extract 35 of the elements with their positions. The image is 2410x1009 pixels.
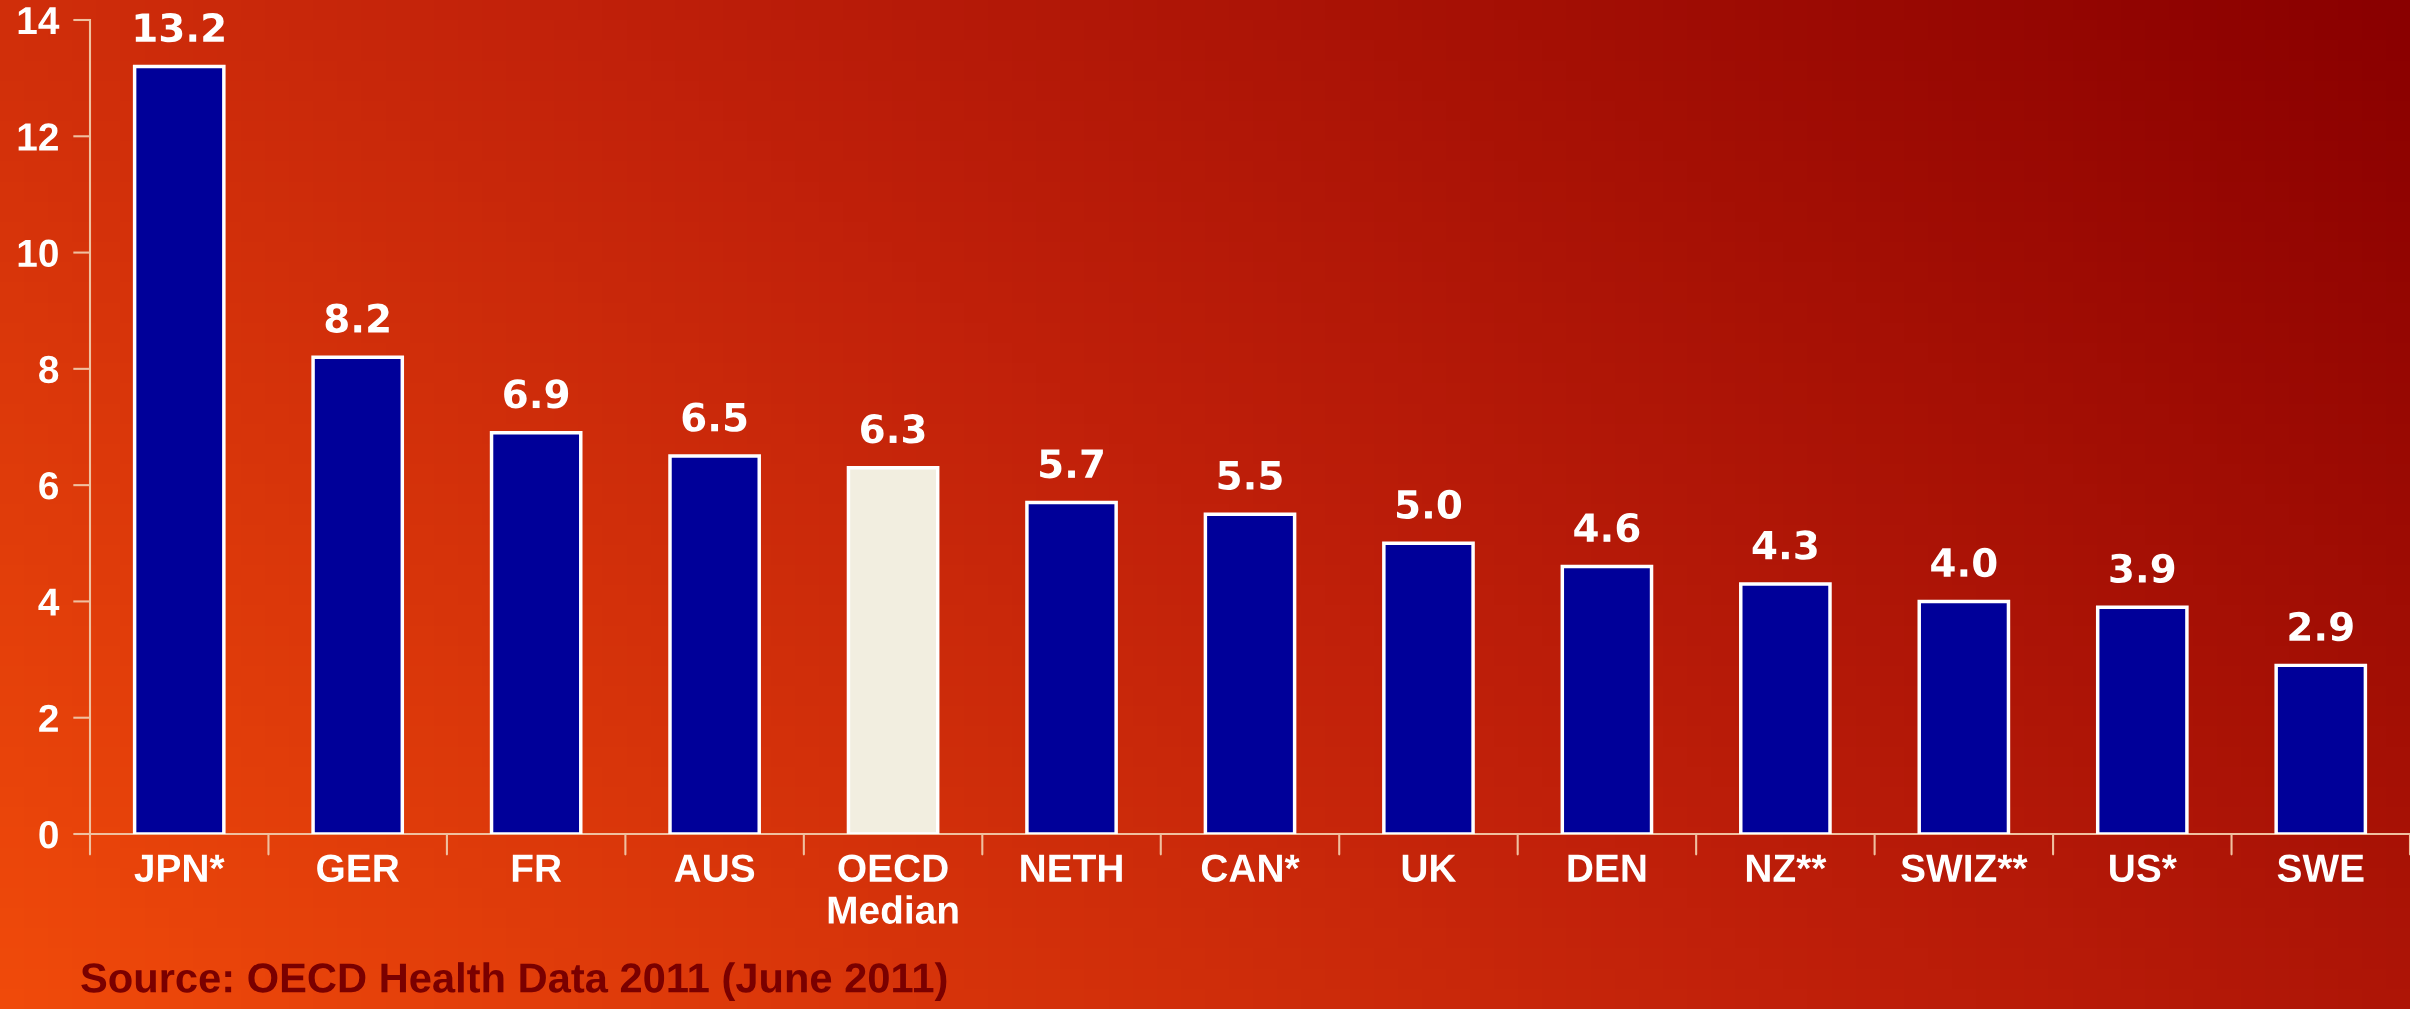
y-tick-label: 2 <box>39 704 58 732</box>
data-label: 6.9 <box>504 379 569 409</box>
y-tick-label: 14 <box>18 7 60 35</box>
y-tick-label: 12 <box>18 123 58 151</box>
x-tick-label: NETH <box>1021 854 1122 882</box>
data-label: 13.2 <box>135 12 224 43</box>
y-tick-label: 8 <box>39 355 59 384</box>
x-tick-label: OECD Median <box>828 854 958 924</box>
x-tick-label: UK <box>1402 854 1457 883</box>
data-label: 2.9 <box>2289 611 2353 642</box>
y-tick-label: 10 <box>18 239 58 268</box>
x-tick-label: CAN* <box>1201 854 1300 883</box>
data-label: 5.0 <box>1397 489 1462 520</box>
data-label: 3.9 <box>2110 553 2175 584</box>
x-tick-label: NZ** <box>1746 854 1827 882</box>
data-label: 4.6 <box>1574 512 1640 543</box>
data-label: 4.3 <box>1752 530 1817 560</box>
x-tick-label: US* <box>2110 854 2177 883</box>
data-label: 4.0 <box>1931 547 1997 578</box>
source-note: Source: OECD Health Data 2011 (June 2011) <box>81 962 947 1001</box>
data-label: 6.5 <box>682 402 747 432</box>
data-label: 5.7 <box>1040 449 1103 479</box>
x-tick-label: FR <box>512 854 562 882</box>
x-tick-label: GER <box>317 854 400 883</box>
y-tick-label: 4 <box>38 588 60 616</box>
data-label: 8.2 <box>325 303 389 334</box>
x-tick-label: SWIZ** <box>1901 854 2028 883</box>
y-tick-label: 6 <box>39 472 59 500</box>
x-tick-label: DEN <box>1568 854 1646 882</box>
data-label: 5.5 <box>1218 461 1282 491</box>
y-tick-label: 0 <box>39 820 58 849</box>
x-tick-label: JPN* <box>134 854 225 883</box>
x-tick-label: AUS <box>674 854 755 883</box>
x-tick-label: SWE <box>2277 854 2364 883</box>
data-label: 6.3 <box>861 414 925 444</box>
